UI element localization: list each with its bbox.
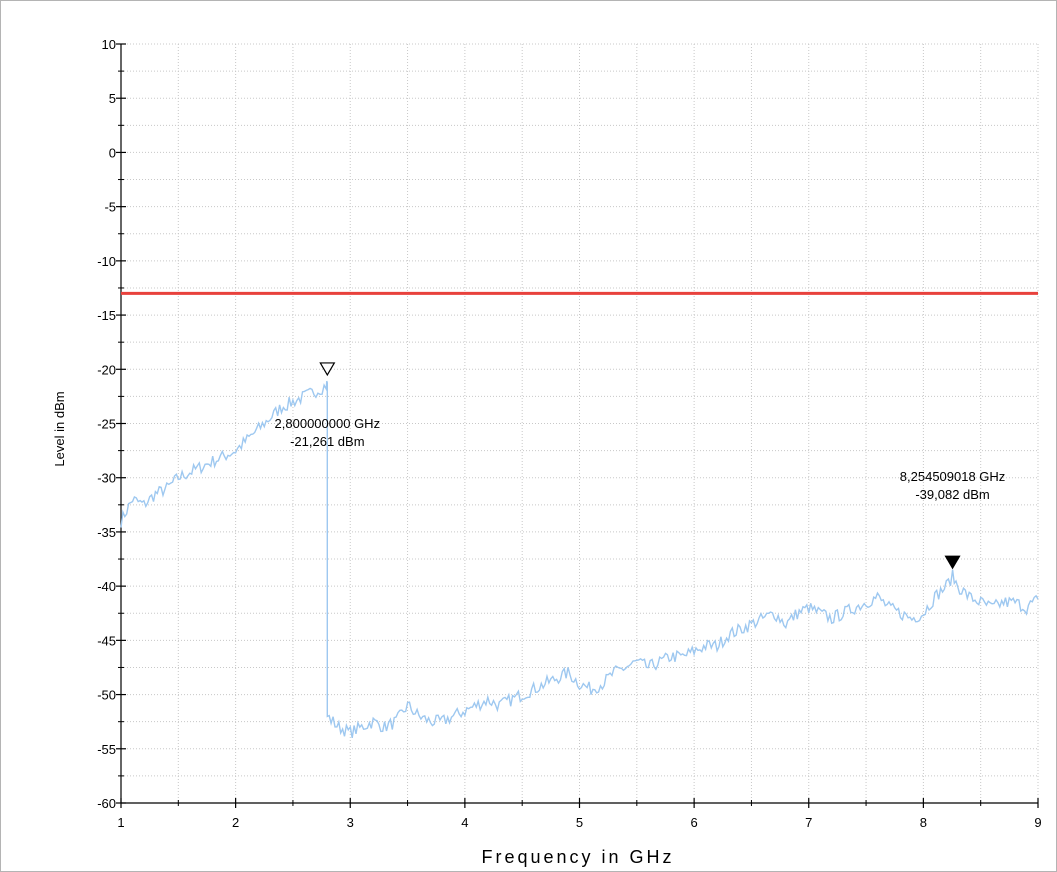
marker-open-triangle-icon (319, 362, 336, 377)
x-tick-label: 6 (691, 815, 698, 830)
axes (116, 43, 1039, 808)
x-tick-label: 1 (117, 815, 124, 830)
x-tick-label: 8 (920, 815, 927, 830)
x-tick-label: 7 (805, 815, 812, 830)
y-tick-label: -25 (97, 417, 116, 432)
marker-frequency-label: 2,800000000 GHz (275, 416, 381, 431)
grid (120, 43, 1039, 804)
x-axis-title: Frequency in GHz (481, 847, 674, 867)
y-tick-label: -5 (104, 200, 116, 215)
marker-frequency-label: 8,254509018 GHz (900, 469, 1006, 484)
y-tick-label: 10 (102, 37, 116, 52)
x-tick-label: 4 (461, 815, 468, 830)
x-tick-label: 3 (347, 815, 354, 830)
series-layer (120, 380, 1039, 739)
y-tick-label: 0 (109, 145, 116, 160)
marker-level-label: -39,082 dBm (915, 487, 989, 502)
y-tick-label: -35 (97, 525, 116, 540)
y-tick-label: -40 (97, 579, 116, 594)
marker-filled-triangle-icon (944, 555, 961, 570)
series-trace (120, 380, 1039, 739)
tick-labels: 1 2 3 4 5 6 7 8 9 10 5 0 -5 -10 -15 -20 -25 -30 -35 -40 -45 -… (97, 37, 1041, 830)
y-tick-label: -30 (97, 471, 116, 486)
marker-level-label: -21,261 dBm (290, 434, 364, 449)
y-tick-label: -45 (97, 633, 116, 648)
markers: 2,800000000 GHz -21,261 dBm 8,254509018 GH… (275, 362, 1006, 570)
y-tick-label: -60 (97, 796, 116, 811)
y-tick-label: -10 (97, 254, 116, 269)
y-axis-title: Level in dBm (52, 391, 67, 466)
y-tick-label: -55 (97, 742, 116, 757)
y-tick-label: -50 (97, 688, 116, 703)
y-tick-label: 5 (109, 91, 116, 106)
x-tick-label: 5 (576, 815, 583, 830)
y-tick-label: -20 (97, 362, 116, 377)
y-tick-label: -15 (97, 308, 116, 323)
x-tick-label: 2 (232, 815, 239, 830)
x-tick-label: 9 (1034, 815, 1041, 830)
